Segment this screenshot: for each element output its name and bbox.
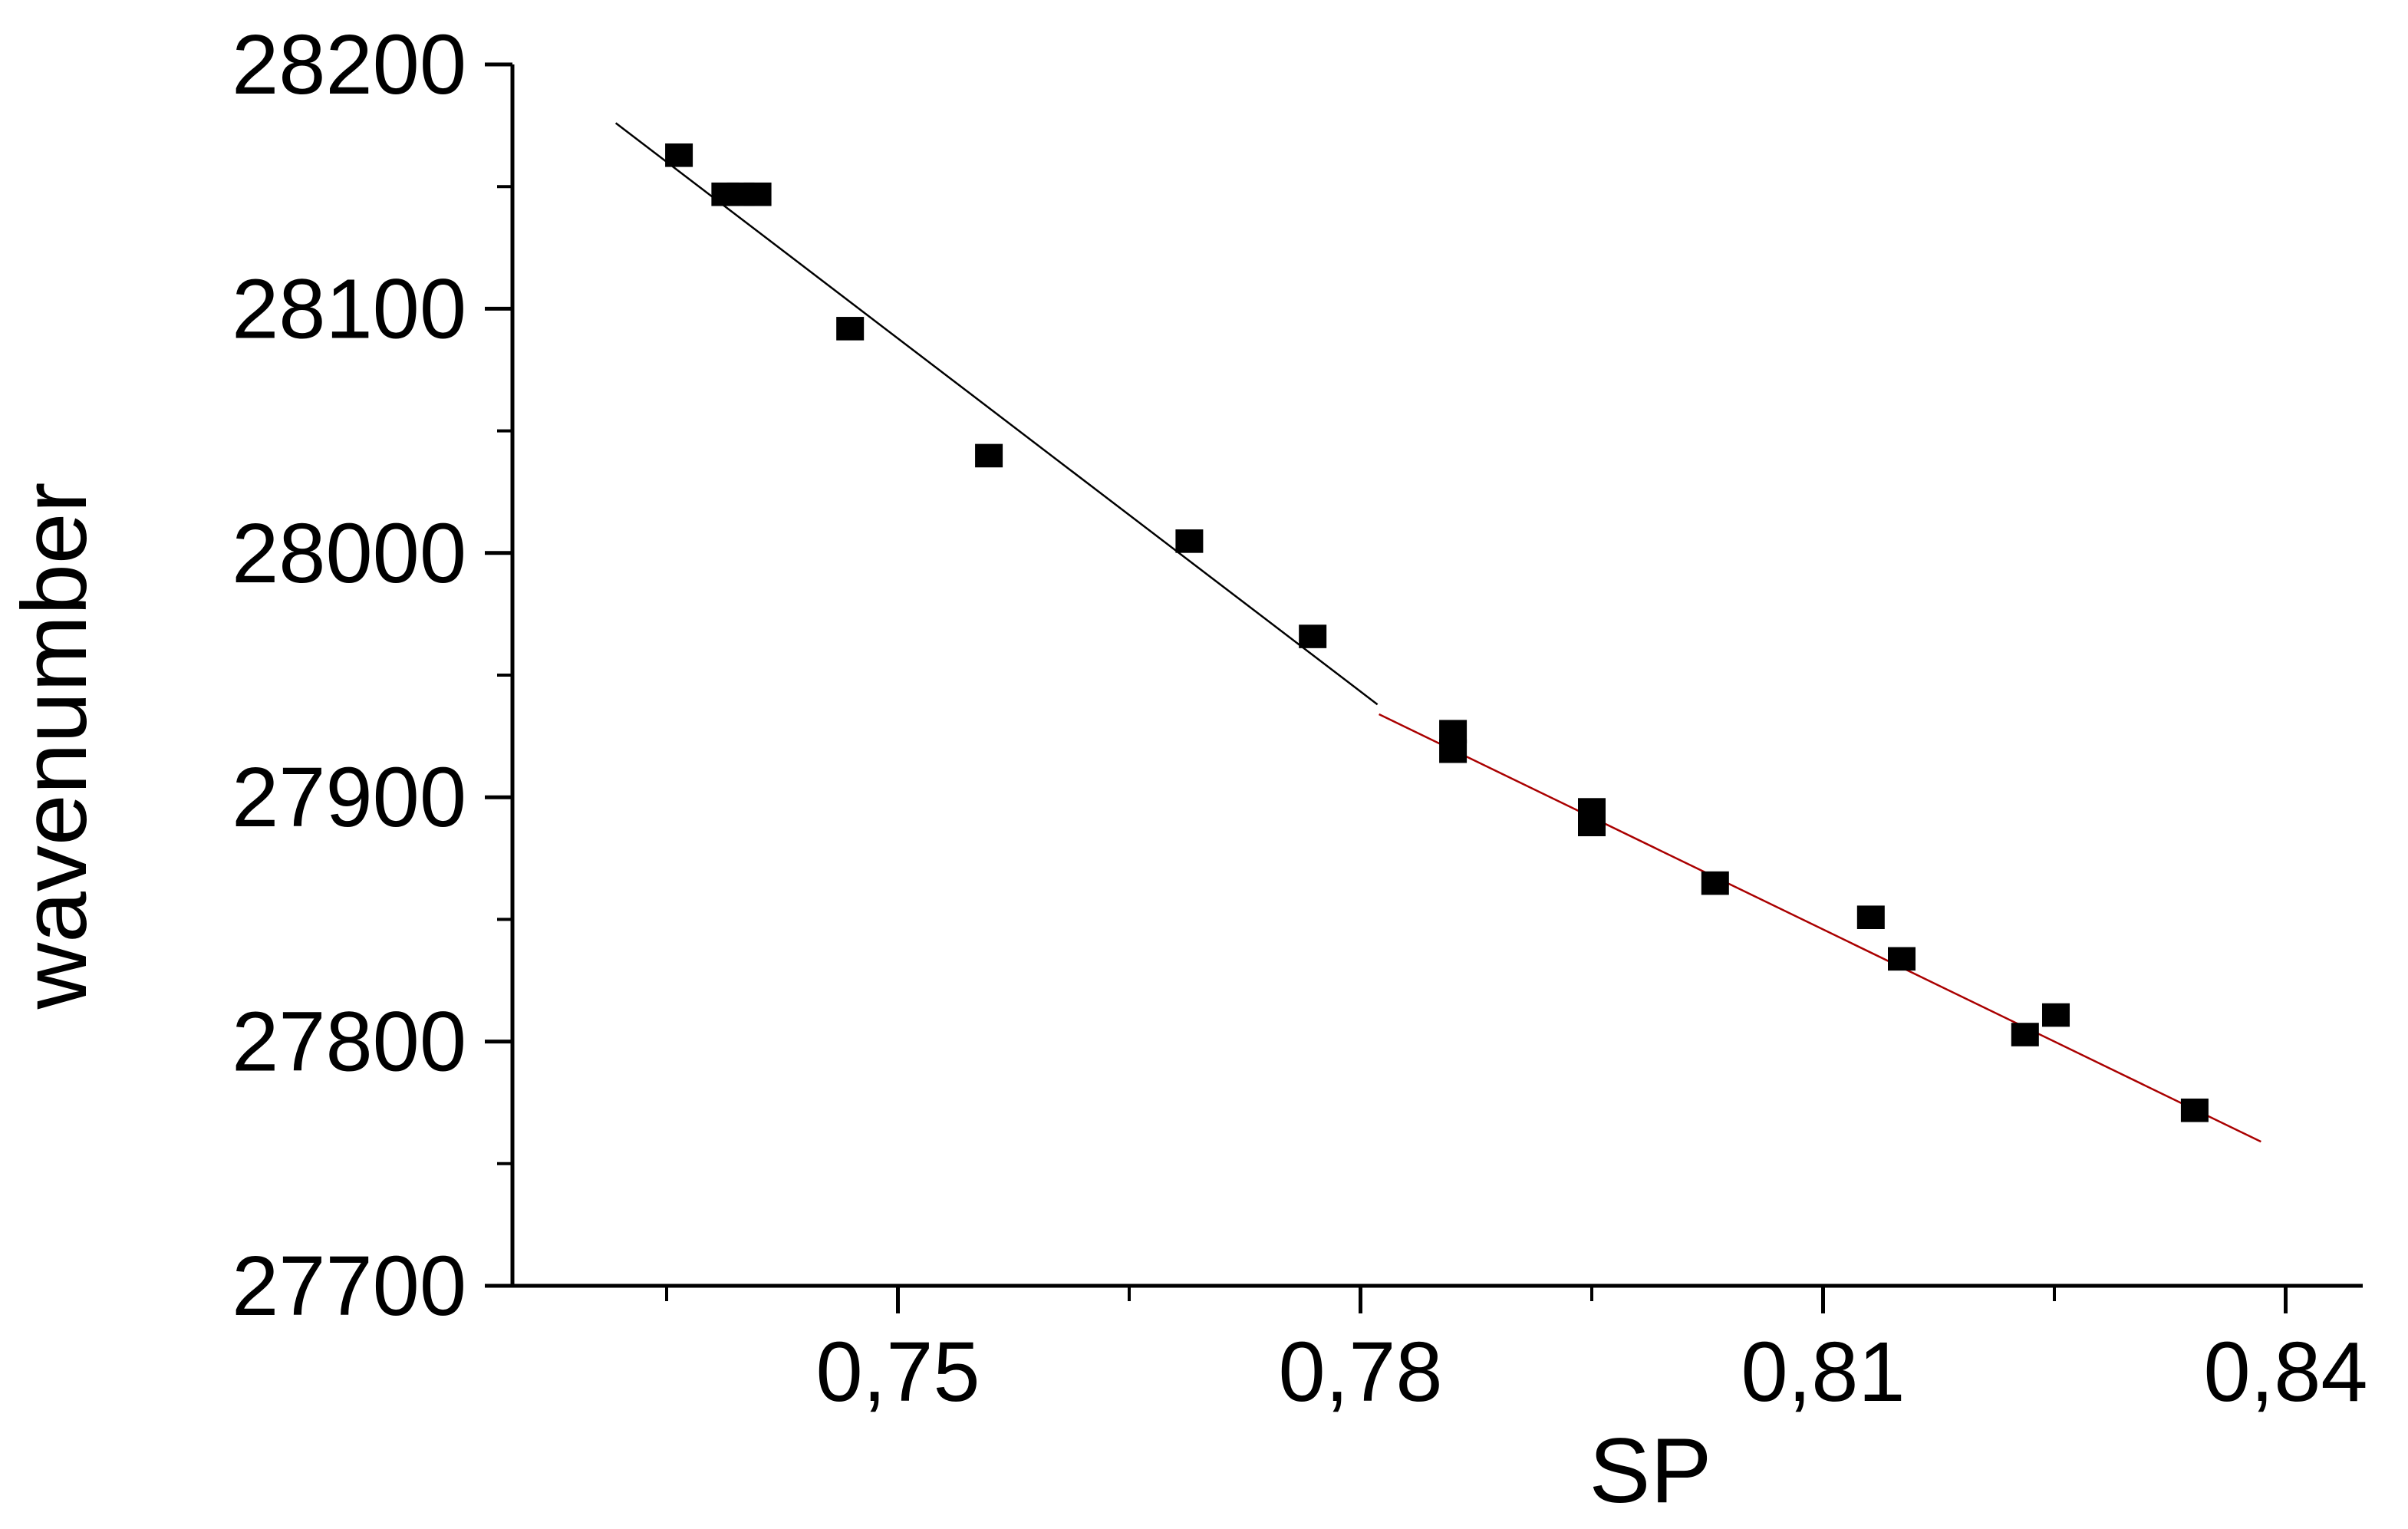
y-tick-label: 28200 <box>232 18 466 112</box>
x-tick-label: 0,81 <box>1741 1325 1905 1419</box>
data-point <box>1175 529 1204 553</box>
data-point <box>665 143 693 167</box>
data-point <box>2180 1098 2209 1122</box>
data-points <box>665 143 2209 1122</box>
data-point <box>1701 871 1729 895</box>
y-axis-title: wavenumber <box>3 482 106 1010</box>
x-tick-label: 0,78 <box>1278 1325 1442 1419</box>
data-point <box>836 317 865 341</box>
x-axis-title: SP <box>1589 1419 1711 1522</box>
x-tick-label: 0,75 <box>815 1325 980 1419</box>
data-point <box>1578 812 1606 837</box>
data-point <box>2011 1023 2039 1046</box>
y-tick-label: 28000 <box>232 506 466 601</box>
ticks: 27700 27800 27900 28000 28100 28200 0,75 0,78 0,… <box>232 18 2367 1419</box>
data-point <box>1299 624 1327 648</box>
data-point <box>975 443 1003 468</box>
data-point <box>2042 1003 2070 1027</box>
fit-line <box>1379 713 2261 1143</box>
data-point <box>1888 947 1916 971</box>
data-point <box>1856 905 1885 929</box>
data-point <box>743 182 772 206</box>
y-tick-label: 27800 <box>232 995 466 1089</box>
x-tick-label: 0,84 <box>2203 1325 2367 1419</box>
data-point <box>1439 739 1468 763</box>
axes <box>489 64 2363 1288</box>
y-tick-label: 28100 <box>232 262 466 356</box>
fit-lines <box>614 122 2261 1143</box>
y-tick-label: 27700 <box>232 1239 466 1333</box>
fit-line <box>614 122 1379 706</box>
y-tick-label: 27900 <box>232 750 466 845</box>
